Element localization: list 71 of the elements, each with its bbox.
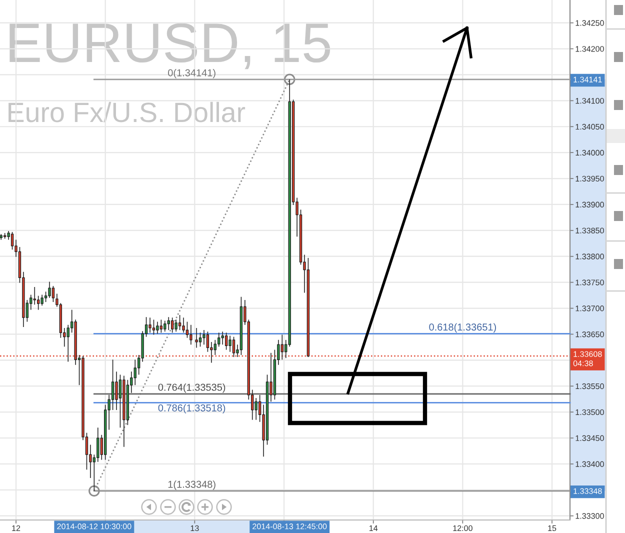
y-tick-label: 1.33800 xyxy=(576,254,604,260)
candlestick xyxy=(118,374,122,428)
annotation: 0(1.34141) xyxy=(168,68,216,78)
candlestick xyxy=(48,281,51,298)
x2-tick-label: 2014-08-13 12:45:00 xyxy=(252,524,327,530)
chart-title: EURUSD, 15 xyxy=(10,23,330,70)
candlestick xyxy=(37,295,40,310)
candlestick xyxy=(160,319,163,334)
y-tick-label: 1.34000 xyxy=(576,150,604,156)
candlestick xyxy=(218,332,220,348)
candlestick xyxy=(280,334,284,360)
candlestick xyxy=(111,359,114,410)
y-tick-label: 1.34100 xyxy=(576,98,604,104)
candlestick xyxy=(52,286,55,302)
candlestick xyxy=(254,398,258,420)
candlestick xyxy=(186,321,189,338)
candlestick xyxy=(214,340,216,356)
y-tick-label: 1.33700 xyxy=(576,306,604,312)
candlestick xyxy=(115,371,118,410)
candlestick xyxy=(96,427,100,462)
candlestick xyxy=(232,336,236,358)
candlestick xyxy=(167,316,170,330)
candlestick xyxy=(152,319,156,336)
y-tick-label: 1.33500 xyxy=(576,409,604,416)
candlestick xyxy=(40,294,44,306)
x2-tick-label: 2014-08-12 10:30:00 xyxy=(57,524,132,530)
candlestick xyxy=(195,328,198,348)
candlestick xyxy=(224,332,228,350)
y2-tick-label: 1.33348 xyxy=(574,488,602,494)
candlestick xyxy=(190,324,192,346)
y-tick-label: 1.33950 xyxy=(576,176,604,182)
candlestick xyxy=(164,320,166,332)
candlestick xyxy=(202,330,206,346)
candlestick xyxy=(44,291,48,302)
ref-line-label: 1.33608 04:38 xyxy=(573,351,602,366)
y-tick-label: 1.33750 xyxy=(576,280,604,286)
candlestick xyxy=(206,331,210,352)
x-tick-label: 13 xyxy=(190,525,199,532)
x-tick-label: 15 xyxy=(548,525,556,532)
candlestick xyxy=(221,331,224,346)
candlestick xyxy=(10,232,14,250)
candlestick xyxy=(33,286,36,306)
y-tick-label: 1.34200 xyxy=(576,46,604,52)
annotation: 0.618(1.33651) xyxy=(429,323,496,333)
candlestick xyxy=(156,321,159,334)
candlestick xyxy=(148,317,152,334)
y-tick-label: 1.33850 xyxy=(576,228,604,234)
candlestick xyxy=(182,317,185,334)
y-tick-label: 1.33900 xyxy=(576,202,604,208)
y2-tick-label: 1.34141 xyxy=(574,76,602,82)
y-tick-label: 1.33300 xyxy=(576,513,604,519)
candlestick xyxy=(198,332,202,348)
candlestick xyxy=(171,317,174,334)
candlestick xyxy=(66,324,70,362)
x-tick-label: 12:00 xyxy=(453,525,472,532)
y-tick-label: 1.34050 xyxy=(576,124,604,130)
y-tick-label: 1.33550 xyxy=(576,383,604,390)
candlestick xyxy=(178,314,182,330)
text: Euro Fx/U.S. Dollar xyxy=(8,102,246,122)
annotation: 1(1.33348) xyxy=(168,480,216,490)
x-tick-label: 12 xyxy=(12,525,20,531)
y-tick-label: 1.33650 xyxy=(576,332,604,338)
y-tick-label: 1.33450 xyxy=(576,435,604,441)
annotation: 0.764(1.33535) xyxy=(158,383,226,393)
candlestick xyxy=(174,319,178,332)
x-tick-label: 14 xyxy=(369,525,378,531)
candlestick xyxy=(134,359,136,386)
y-tick-label: 1.33400 xyxy=(576,461,604,467)
annotation: 0.786(1.33518) xyxy=(158,404,226,414)
y-tick-label: 1.34250 xyxy=(576,20,604,26)
candlestick xyxy=(228,335,232,352)
